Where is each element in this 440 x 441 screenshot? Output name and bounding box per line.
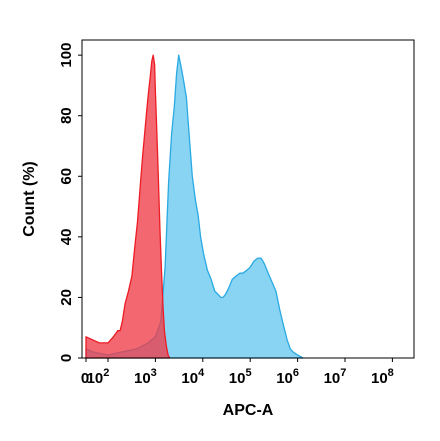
y-tick-label: 40 — [58, 229, 75, 246]
series-area-2 — [85, 54, 171, 359]
x-tick-label: 104 — [181, 367, 205, 387]
plot-frame — [81, 39, 415, 359]
y-tick-label: 0 — [58, 354, 75, 362]
series-layer — [85, 54, 304, 359]
y-tick-label: 20 — [58, 289, 75, 306]
x-tick-label: 102 — [87, 367, 110, 387]
x-tick-label: 103 — [134, 367, 157, 387]
x-tick-label: 106 — [276, 367, 299, 387]
y-axis-label: Count (%) — [21, 161, 38, 237]
x-tick-label: 108 — [371, 367, 394, 387]
x-tick-label: 107 — [324, 367, 347, 387]
x-tick-label: 105 — [229, 367, 252, 387]
y-axis-ticks: 0 20 40 60 80 100 — [58, 43, 82, 362]
y-tick-label: 100 — [58, 43, 75, 68]
x-axis-label: APC-A — [223, 402, 274, 419]
y-tick-label: 80 — [58, 107, 75, 124]
series-area-1 — [85, 54, 304, 359]
y-tick-label: 60 — [58, 168, 75, 185]
x-tick-label: 0 — [81, 370, 89, 387]
